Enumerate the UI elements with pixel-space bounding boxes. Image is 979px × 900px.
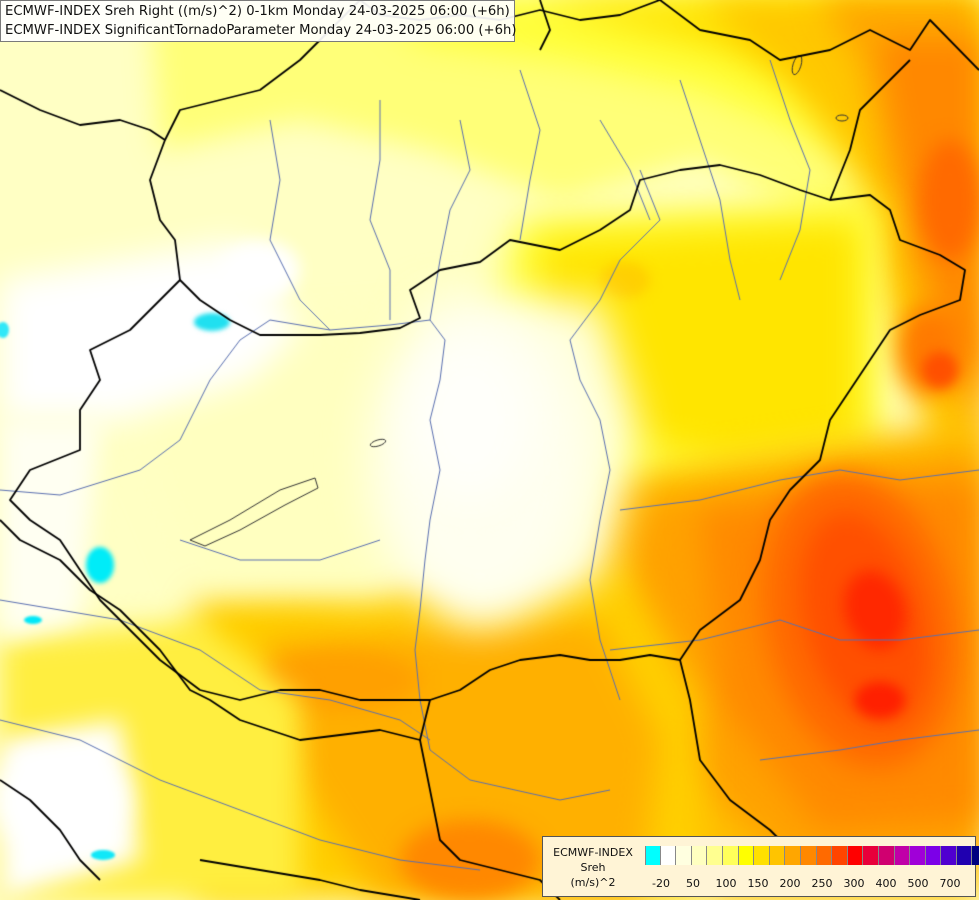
legend-swatch: [769, 846, 786, 865]
legend-swatch: [738, 846, 755, 865]
legend-swatch: [894, 846, 911, 865]
legend-swatch: [863, 846, 879, 865]
legend-title-param: Sreh: [580, 861, 606, 874]
legend-swatch: [816, 846, 833, 865]
legend-tick-label: 300: [843, 877, 865, 890]
legend-title-model: ECMWF-INDEX: [553, 846, 633, 859]
legend-swatch: [785, 846, 801, 865]
legend-swatch: [956, 846, 973, 865]
legend-tick-label: -20: [652, 877, 670, 890]
legend-swatches: [645, 846, 979, 866]
map-title-box: ECMWF-INDEX Sreh Right ((m/s)^2) 0-1km M…: [0, 0, 517, 42]
legend-swatch: [707, 846, 723, 865]
legend-tick-label: 200: [779, 877, 801, 890]
legend-tick-label: 150: [747, 877, 769, 890]
legend-swatch: [754, 846, 770, 865]
legend-title-unit: (m/s)^2: [570, 876, 616, 889]
legend-swatch: [645, 846, 661, 865]
legend-tick-label: 50: [686, 877, 700, 890]
legend-swatch: [800, 846, 817, 865]
legend-swatch: [878, 846, 895, 865]
legend-title: ECMWF-INDEX Sreh (m/s)^2: [543, 845, 643, 890]
legend-swatch: [660, 846, 677, 865]
title-line-stp: ECMWF-INDEX SignificantTornadoParameter …: [5, 23, 517, 38]
legend-ticks: -20 50 100 150 200 250 300 400 500 700: [543, 877, 977, 891]
legend-swatch: [941, 846, 957, 865]
legend-tick-label: 500: [907, 877, 929, 890]
legend-swatch: [847, 846, 864, 865]
legend-swatch: [676, 846, 692, 865]
legend-swatch: [910, 846, 926, 865]
title-line-sreh: ECMWF-INDEX Sreh Right ((m/s)^2) 0-1km M…: [5, 4, 510, 19]
legend-swatch: [832, 846, 848, 865]
legend-swatch: [691, 846, 708, 865]
legend-tick-label: 100: [715, 877, 737, 890]
legend-swatch: [722, 846, 739, 865]
legend-tick-label: 400: [875, 877, 897, 890]
color-legend: ECMWF-INDEX Sreh (m/s)^2 -20 50 100 150 200 2…: [542, 836, 979, 897]
legend-swatch: [972, 846, 979, 865]
legend-tick-label: 250: [811, 877, 833, 890]
legend-tick-label: 700: [939, 877, 961, 890]
legend-swatch: [925, 846, 942, 865]
